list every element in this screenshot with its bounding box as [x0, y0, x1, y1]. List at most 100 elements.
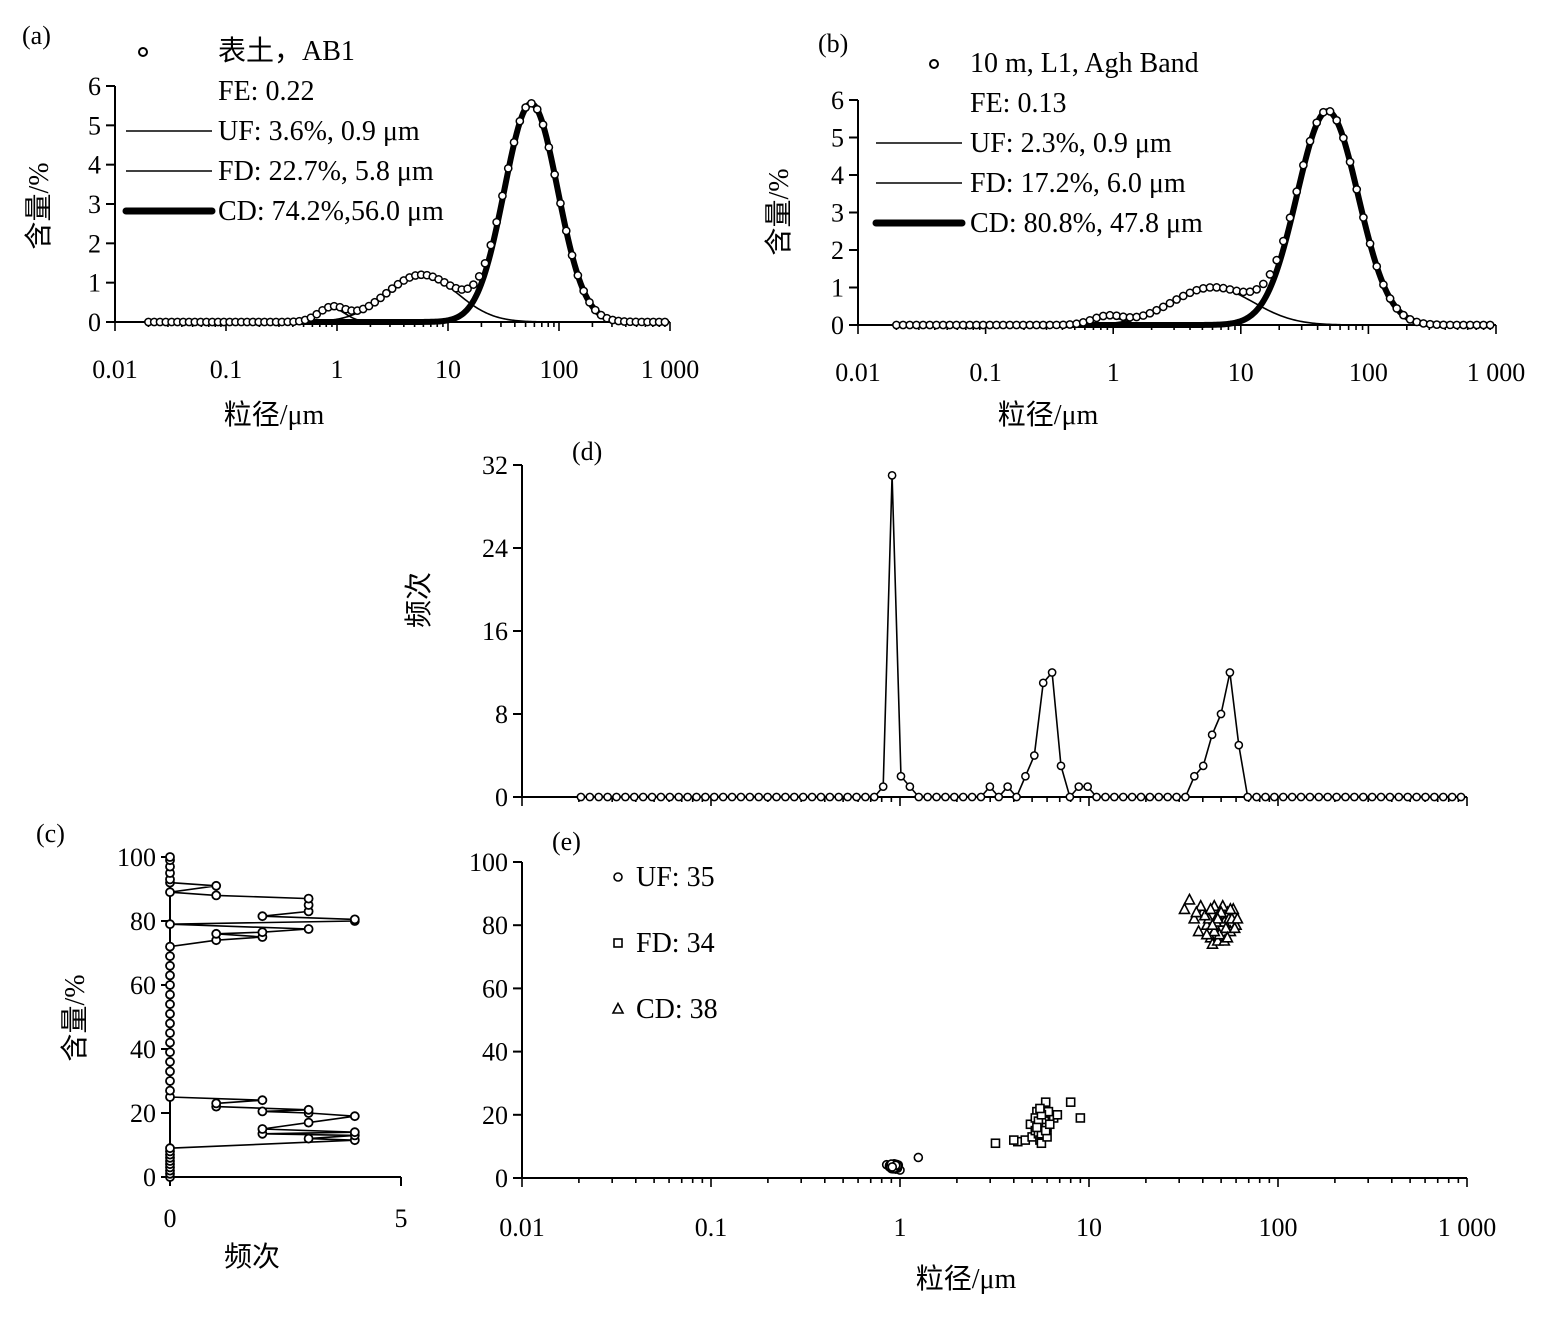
- x-tick-label: 1 000: [1467, 358, 1526, 387]
- panel-a: (a) 粒径/μm 含量/% 0 1 2 3 4 5 6 0.01 0.1 1 10 100 1 000…: [22, 21, 699, 431]
- frequency-point: [1074, 782, 1084, 791]
- content-frequency-point: [165, 989, 175, 1000]
- scatter-point-circle: [887, 1162, 898, 1172]
- frequency-point: [745, 792, 755, 802]
- y-tick-label: 20: [482, 1101, 508, 1130]
- y-tick-label: 0: [495, 1164, 508, 1193]
- y-tick-label: 20: [130, 1099, 156, 1128]
- content-frequency-point: [257, 927, 268, 938]
- legend-entry: FD: 17.2%, 6.0 μm: [970, 168, 1186, 199]
- measured-point: [1399, 310, 1408, 320]
- measured-point: [532, 104, 542, 114]
- panel-b-label: (b): [818, 29, 848, 58]
- measured-point: [1379, 280, 1388, 289]
- content-frequency-point: [349, 914, 360, 925]
- frequency-point: [1412, 792, 1421, 802]
- y-tick-label: 80: [130, 907, 156, 936]
- measured-point: [382, 288, 391, 298]
- frequency-point: [1421, 792, 1430, 802]
- scatter-point-square: [990, 1138, 1001, 1149]
- frequency-point: [1029, 751, 1039, 760]
- measured-point: [1332, 116, 1342, 125]
- scatter-point-triangle: [1206, 917, 1219, 930]
- frequency-point: [683, 792, 692, 802]
- panel-a-label: (a): [22, 21, 51, 50]
- frequency-point: [1278, 792, 1288, 802]
- panel-a-xlabel: 粒径/μm: [224, 399, 325, 431]
- panel-e: (e) 粒径/μm 0 20 40 60 80 100 0.01 0.1 1 10 100 1 000…: [469, 827, 1496, 1295]
- content-frequency-point: [165, 852, 175, 862]
- x-tick-label: 10: [435, 355, 461, 384]
- frequency-point: [861, 792, 870, 802]
- frequency-point: [621, 792, 630, 802]
- content-frequency-point: [165, 1028, 175, 1038]
- y-tick-label: 3: [88, 190, 101, 219]
- measured-point: [579, 286, 589, 296]
- frequency-point: [1038, 678, 1048, 688]
- measured-point: [1172, 295, 1181, 304]
- scatter-point-square: [1035, 1103, 1045, 1114]
- legend-entry: FE: 0.22: [218, 76, 314, 107]
- content-frequency-point: [165, 1037, 175, 1048]
- content-frequency-point: [165, 941, 175, 952]
- content-frequency-point: [165, 919, 175, 930]
- legend-entry: UF: 3.6%, 0.9 μm: [218, 116, 420, 147]
- frequency-point: [727, 792, 737, 802]
- scatter-point-triangle: [1211, 911, 1225, 924]
- content-frequency-point: [165, 887, 175, 898]
- content-frequency-point: [165, 970, 175, 981]
- y-tick-label: 1: [831, 274, 844, 303]
- content-frequency-point: [165, 1056, 175, 1067]
- frequency-point: [594, 792, 604, 802]
- y-tick-label: 4: [831, 161, 844, 190]
- frequency-point: [1438, 792, 1448, 802]
- x-tick-label: 1: [1107, 358, 1120, 387]
- scatter-point-square: [1065, 1097, 1076, 1107]
- frequency-point: [754, 792, 764, 802]
- measured-point: [474, 272, 484, 281]
- x-tick-label: 0.01: [92, 355, 138, 384]
- frequency-point: [781, 792, 790, 802]
- measured-point: [1285, 213, 1295, 223]
- panel-c: (c) 频次 含量/% 0 20 40 60 80 100 0 5: [36, 819, 408, 1273]
- panel-c-ylabel: 含量/%: [59, 974, 91, 1061]
- measured-point: [1485, 320, 1495, 330]
- frequency-point: [1305, 792, 1315, 802]
- x-tick-label: 1: [331, 355, 344, 384]
- content-frequency-point: [165, 951, 175, 962]
- frequency-point: [1083, 782, 1093, 791]
- x-tick-label: 1 000: [641, 355, 700, 384]
- frequency-point: [1181, 792, 1190, 802]
- frequency-point: [772, 792, 781, 802]
- legend-entry: FD: 22.7%, 5.8 μm: [218, 156, 434, 187]
- content-frequency-point: [165, 1008, 175, 1019]
- scatter-point-triangle: [1187, 911, 1201, 924]
- scatter-point-square: [1008, 1135, 1019, 1145]
- y-tick-label: 80: [482, 911, 508, 940]
- measured-point: [660, 317, 670, 327]
- x-tick-label: 1 000: [1438, 1213, 1497, 1242]
- content-frequency-point: [165, 960, 175, 971]
- panel-d: (d) 频次 0 8 16 24 32: [403, 437, 1468, 812]
- y-tick-label: 0: [495, 783, 508, 812]
- frequency-line: [580, 475, 1462, 799]
- scatter-point-square: [1075, 1113, 1086, 1123]
- panel-e-xlabel: 粒径/μm: [916, 1263, 1017, 1295]
- frequency-point: [674, 792, 684, 802]
- frequency-point: [1207, 730, 1217, 740]
- frequency-point: [576, 792, 586, 802]
- scatter-point-triangle: [1228, 921, 1242, 934]
- frequency-point: [816, 792, 826, 802]
- scatter-point-square: [1040, 1097, 1051, 1107]
- frequency-point: [656, 792, 666, 802]
- measured-point: [503, 163, 513, 173]
- y-tick-label: 24: [482, 534, 508, 563]
- content-frequency-point: [257, 1124, 268, 1134]
- scatter-point-triangle: [1194, 899, 1208, 912]
- frequency-point: [1323, 792, 1333, 802]
- frequency-point: [834, 792, 844, 802]
- measured-point: [492, 217, 501, 227]
- frequency-point: [1243, 792, 1253, 802]
- frequency-point: [1314, 792, 1324, 802]
